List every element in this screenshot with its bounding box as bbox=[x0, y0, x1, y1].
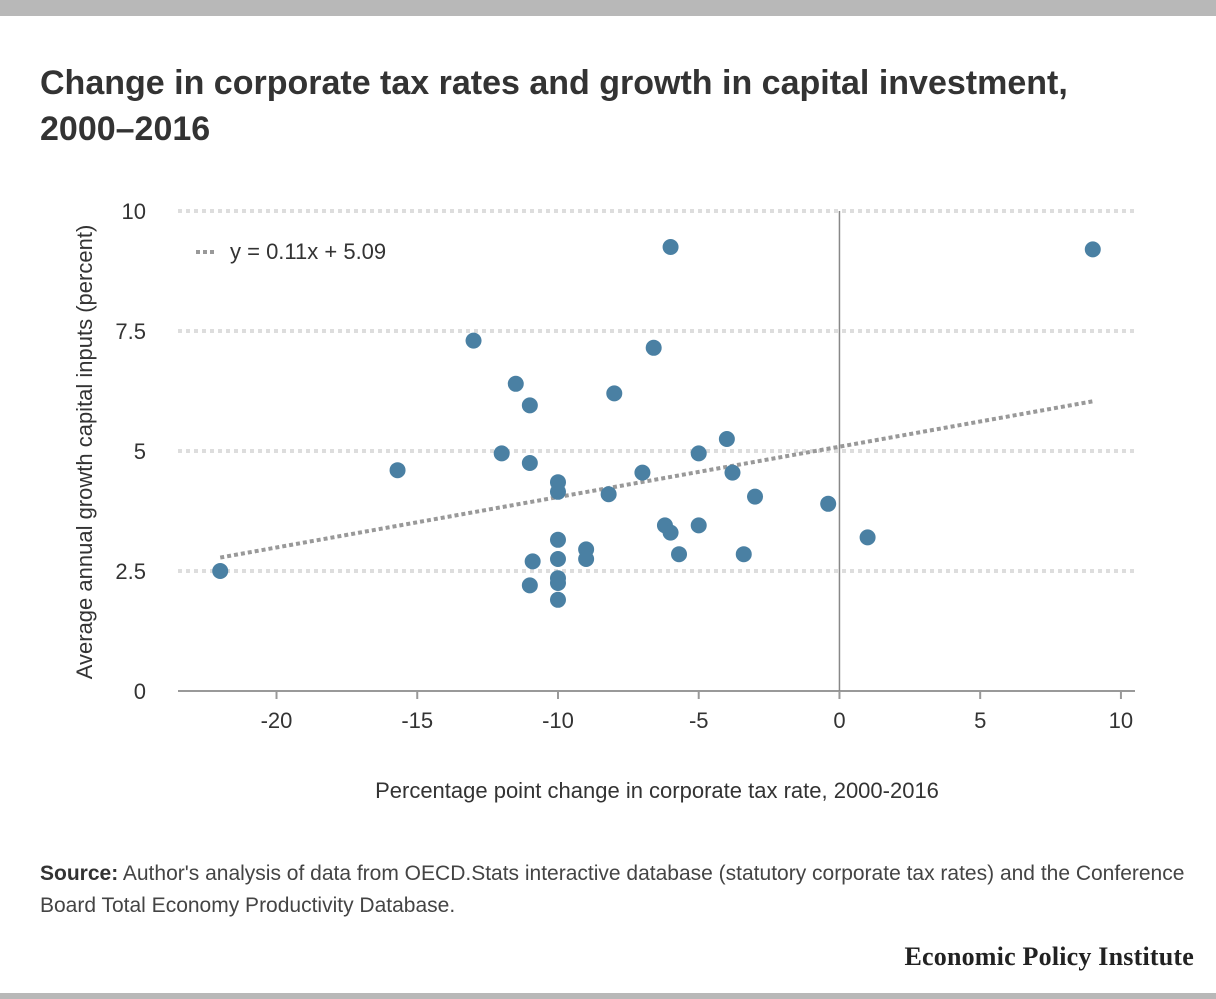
data-point bbox=[1084, 241, 1101, 258]
y-tick-label: 10 bbox=[122, 199, 146, 224]
points-layer bbox=[212, 239, 1101, 608]
data-point bbox=[662, 524, 679, 541]
data-point bbox=[493, 445, 510, 462]
y-tick-label: 2.5 bbox=[115, 559, 146, 584]
axis-layer bbox=[178, 211, 1135, 699]
data-point bbox=[747, 488, 764, 505]
data-point bbox=[549, 575, 566, 591]
x-tick-label: 5 bbox=[974, 708, 986, 733]
data-point bbox=[549, 591, 566, 608]
legend-trend-label: y = 0.11x + 5.09 bbox=[230, 239, 386, 264]
data-point bbox=[212, 563, 229, 579]
data-point bbox=[671, 546, 688, 563]
data-point bbox=[634, 464, 651, 481]
bottom-border bbox=[0, 993, 1216, 999]
data-point bbox=[389, 462, 406, 479]
x-tick-label: -5 bbox=[689, 708, 709, 733]
source-text: Author's analysis of data from OECD.Stat… bbox=[40, 862, 1185, 917]
data-point bbox=[820, 495, 837, 512]
trendline bbox=[219, 399, 1094, 560]
source-label: Source: bbox=[40, 862, 119, 885]
y-tick-label: 7.5 bbox=[115, 319, 146, 344]
data-point bbox=[521, 577, 538, 594]
y-tick-label: 5 bbox=[134, 439, 146, 464]
trendline-layer bbox=[219, 399, 1094, 560]
epi-logo: Economic Policy Institute bbox=[904, 942, 1194, 971]
data-point bbox=[735, 546, 752, 563]
data-point bbox=[859, 529, 876, 546]
data-point bbox=[690, 445, 707, 462]
x-tick-label: -15 bbox=[401, 708, 433, 733]
data-point bbox=[549, 531, 566, 548]
grid-layer bbox=[178, 209, 1135, 573]
x-axis-title: Percentage point change in corporate tax… bbox=[375, 778, 939, 803]
x-tick-label: 0 bbox=[833, 708, 845, 733]
data-point bbox=[549, 551, 566, 567]
x-tick-label: -20 bbox=[261, 708, 293, 733]
data-point bbox=[549, 483, 566, 500]
source-note: Source: Author's analysis of data from O… bbox=[40, 858, 1190, 922]
x-tick-label: 10 bbox=[1109, 708, 1133, 733]
y-axis-title: Average annual growth capital inputs (pe… bbox=[72, 225, 97, 680]
data-point bbox=[507, 375, 524, 392]
legend: y = 0.11x + 5.09 bbox=[196, 239, 386, 264]
data-point bbox=[662, 239, 679, 255]
x-tick-label: -10 bbox=[542, 708, 574, 733]
data-point bbox=[521, 397, 538, 414]
data-point bbox=[645, 339, 662, 356]
axis-labels: 0 2.5 5 7.5 10 -20 -15 -10 -5 0 5 10 Percentage poin… bbox=[72, 199, 1133, 803]
data-point bbox=[521, 455, 538, 471]
data-point bbox=[690, 517, 707, 534]
top-border bbox=[0, 0, 1216, 16]
data-point bbox=[578, 551, 595, 567]
chart-title: Change in corporate tax rates and growth… bbox=[40, 64, 1068, 148]
data-point bbox=[465, 332, 482, 349]
data-point bbox=[724, 464, 741, 481]
data-point bbox=[524, 553, 541, 570]
data-point bbox=[606, 385, 623, 402]
data-point bbox=[600, 486, 617, 503]
y-tick-label: 0 bbox=[134, 679, 146, 704]
data-point bbox=[718, 431, 735, 447]
